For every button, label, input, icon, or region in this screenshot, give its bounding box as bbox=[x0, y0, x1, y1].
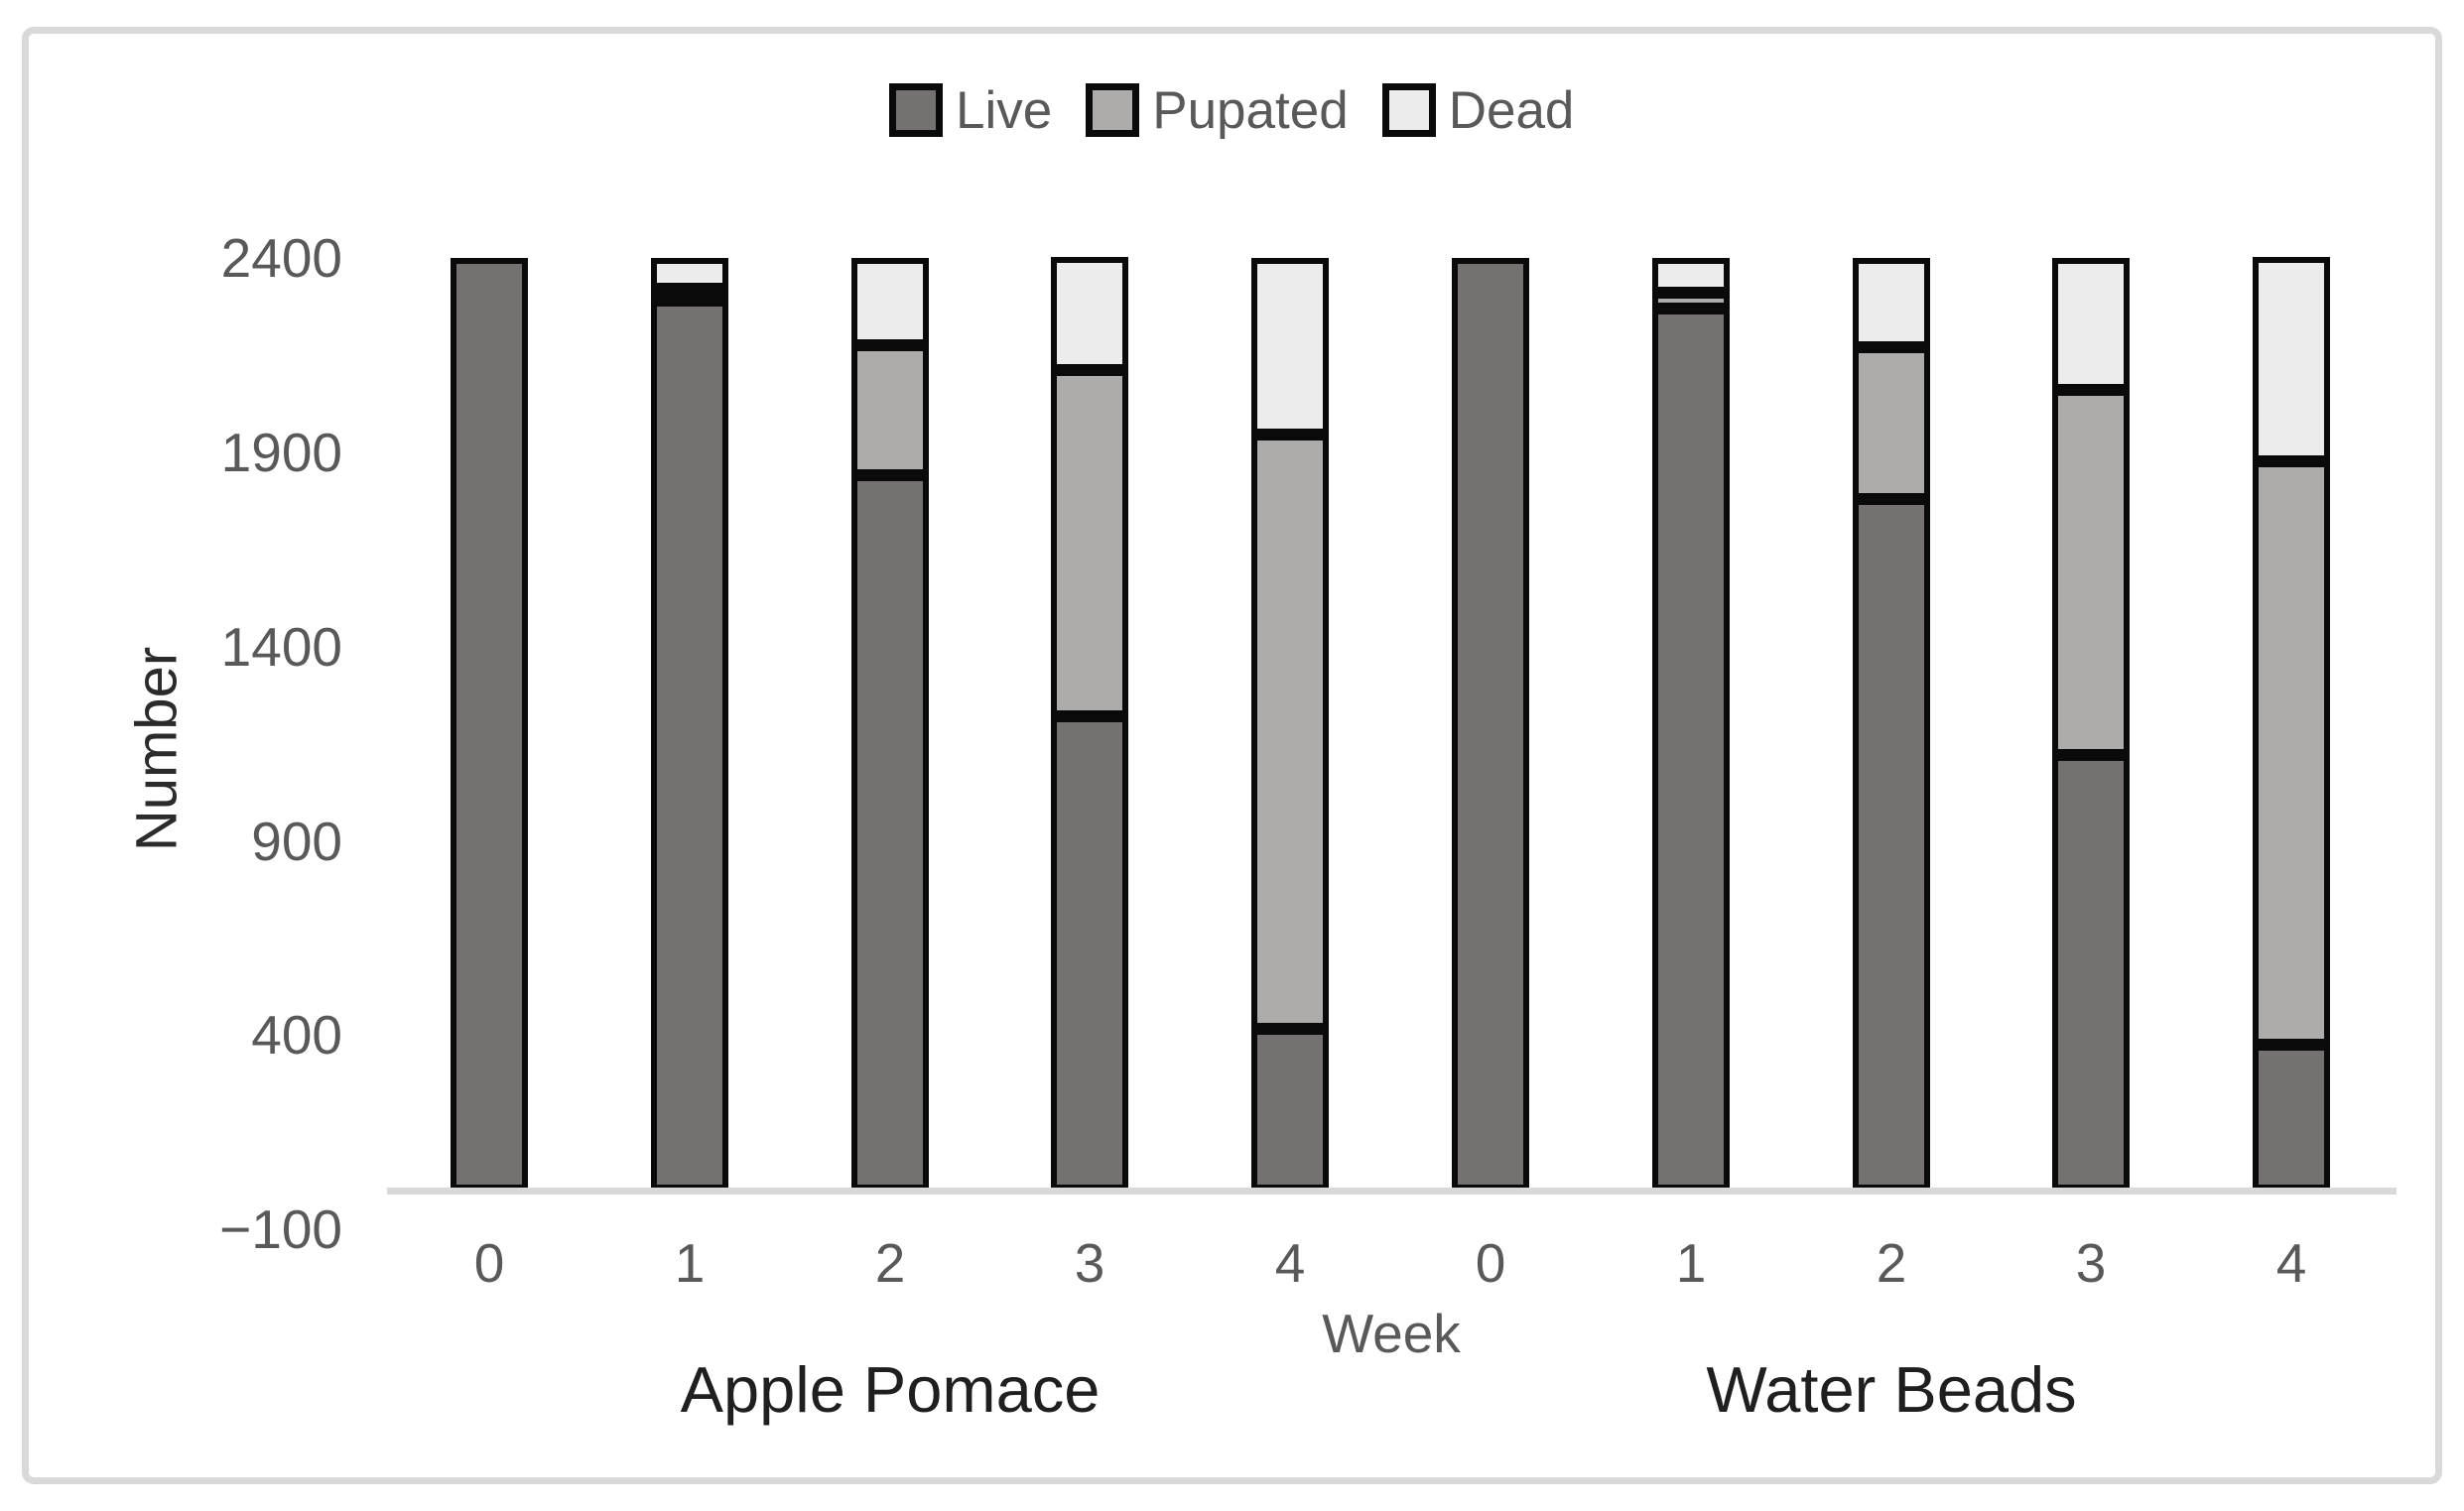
legend-item-live: Live bbox=[889, 83, 1052, 137]
y-tick-label: 400 bbox=[251, 1004, 342, 1066]
bar-week-0-water-beads bbox=[1452, 258, 1529, 1191]
bar-week-0-apple-pomace bbox=[451, 258, 528, 1191]
bar-segment-dead bbox=[1051, 257, 1128, 370]
group-label-apple-pomace: Apple Pomace bbox=[680, 1353, 1101, 1426]
bar-week-4-apple-pomace bbox=[1251, 258, 1329, 1191]
y-tick-label: −100 bbox=[219, 1198, 342, 1260]
legend-swatch-dead bbox=[1381, 83, 1436, 137]
bar-week-4-water-beads bbox=[2253, 257, 2330, 1191]
bar-segment-live bbox=[1251, 1029, 1329, 1191]
bar-segment-live bbox=[1652, 309, 1730, 1191]
chart-outer-border bbox=[22, 27, 2442, 1484]
bar-segment-pupated bbox=[851, 345, 929, 475]
bar-segment-pupated bbox=[651, 289, 728, 301]
legend-label: Live bbox=[956, 80, 1053, 140]
bar-segment-live bbox=[1051, 716, 1128, 1191]
bar-segment-dead bbox=[851, 258, 929, 345]
legend-item-pupated: Pupated bbox=[1086, 80, 1349, 140]
x-axis-line bbox=[387, 1188, 2397, 1195]
x-tick-label: 3 bbox=[2075, 1232, 2107, 1294]
y-tick-label: 2400 bbox=[220, 227, 342, 289]
y-tick-label: 1900 bbox=[220, 422, 342, 483]
bar-segment-live bbox=[451, 258, 528, 1191]
bar-segment-live bbox=[1452, 258, 1529, 1191]
bar-week-3-water-beads bbox=[2052, 258, 2130, 1191]
x-tick-label: 0 bbox=[1475, 1232, 1506, 1294]
x-tick-label: 2 bbox=[874, 1232, 906, 1294]
x-tick-label: 4 bbox=[2275, 1232, 2307, 1294]
y-tick-label: 900 bbox=[251, 811, 342, 872]
x-tick-label: 0 bbox=[473, 1232, 505, 1294]
bar-segment-live bbox=[851, 475, 929, 1191]
bar-segment-live bbox=[2253, 1045, 2330, 1191]
bar-week-3-apple-pomace bbox=[1051, 257, 1128, 1191]
bar-segment-pupated bbox=[1051, 370, 1128, 716]
bar-segment-dead bbox=[1853, 258, 1930, 347]
bar-segment-live bbox=[2052, 755, 2130, 1191]
legend-label: Pupated bbox=[1152, 80, 1349, 140]
x-tick-label: 4 bbox=[1274, 1232, 1306, 1294]
bar-segment-pupated bbox=[1853, 347, 1930, 499]
bar-week-2-apple-pomace bbox=[851, 258, 929, 1191]
bar-segment-pupated bbox=[2253, 461, 2330, 1045]
bar-segment-dead bbox=[1652, 258, 1730, 293]
legend-swatch-live bbox=[889, 83, 943, 137]
y-tick-label: 1400 bbox=[220, 616, 342, 678]
legend-item-dead: Dead bbox=[1381, 80, 1575, 140]
bar-segment-live bbox=[1853, 499, 1930, 1191]
bar-week-2-water-beads bbox=[1853, 258, 1930, 1191]
x-tick-label: 3 bbox=[1074, 1232, 1105, 1294]
bar-segment-pupated bbox=[2052, 390, 2130, 755]
bar-week-1-water-beads bbox=[1652, 258, 1730, 1191]
bar-segment-dead bbox=[651, 258, 728, 289]
chart-legend: Live Pupated Dead bbox=[889, 83, 1574, 137]
x-tick-label: 2 bbox=[1876, 1232, 1907, 1294]
bar-segment-pupated bbox=[1251, 435, 1329, 1029]
x-tick-label: 1 bbox=[674, 1232, 706, 1294]
bar-segment-live bbox=[651, 301, 728, 1191]
legend-label: Dead bbox=[1448, 80, 1575, 140]
bar-segment-dead bbox=[1251, 258, 1329, 435]
bar-segment-pupated bbox=[1652, 293, 1730, 309]
x-axis-title: Week bbox=[1322, 1303, 1461, 1364]
legend-swatch-pupated bbox=[1086, 83, 1140, 137]
bar-segment-dead bbox=[2052, 258, 2130, 390]
group-label-water-beads: Water Beads bbox=[1706, 1353, 2077, 1426]
x-tick-label: 1 bbox=[1675, 1232, 1707, 1294]
bar-segment-dead bbox=[2253, 257, 2330, 461]
bar-week-1-apple-pomace bbox=[651, 258, 728, 1191]
